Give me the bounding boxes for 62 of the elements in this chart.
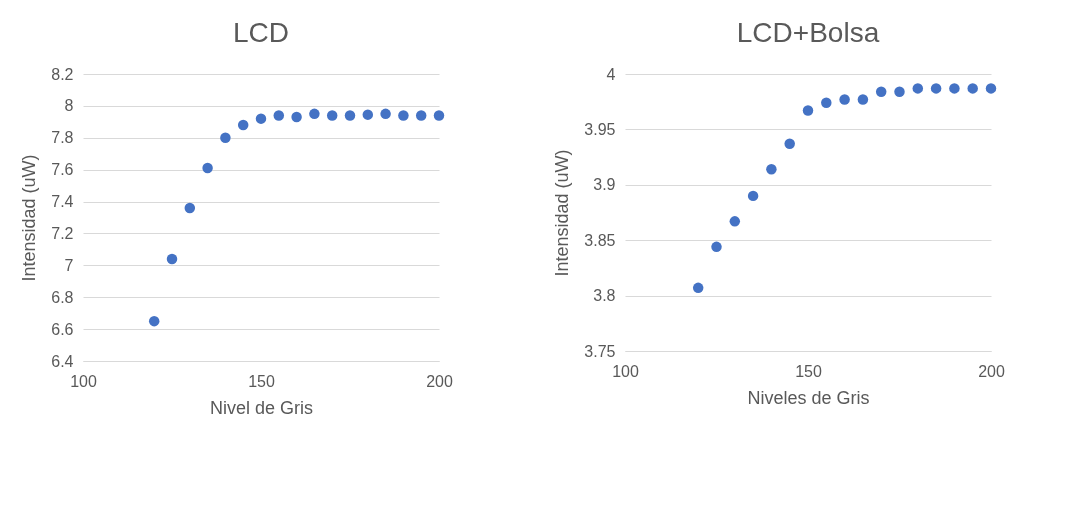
y-tick-label: 6.6 [51,320,74,338]
point [148,315,160,327]
point [692,282,704,294]
point [362,109,374,120]
point [985,83,997,94]
point [291,111,302,123]
point [344,110,356,121]
point [802,105,814,116]
point [184,202,196,214]
point [326,110,338,121]
x-tick-label: 100 [70,372,97,390]
point [255,113,267,124]
point [875,86,887,97]
y-tick-label: 6.8 [51,288,74,306]
chart-title: LCD [232,17,290,48]
point [729,216,741,227]
y-axis-title: Intensidad (uW) [19,154,40,282]
point [433,110,445,121]
x-tick-label: 150 [795,362,822,380]
x-axis-title: Nivel de Gris [209,397,314,418]
point [166,253,178,265]
point [821,97,832,109]
chart-title: LCD+Bolsa [736,17,880,48]
y-tick-label: 7.4 [51,193,74,211]
point [766,164,777,175]
point [237,119,249,131]
point [398,110,409,121]
y-tick-label: 7.2 [51,224,74,242]
point [202,162,213,174]
point [309,108,320,120]
y-tick-label: 3.75 [584,342,616,360]
y-tick-label: 7.6 [51,161,74,179]
point [220,132,231,144]
x-tick-label: 150 [248,372,275,390]
point [894,86,905,97]
point [784,138,795,150]
y-tick-label: 8 [64,97,74,115]
y-tick-label: 3.85 [584,231,616,249]
point [415,110,427,121]
point [711,241,722,253]
point [747,190,759,202]
point [839,94,850,105]
y-tick-label: 3.9 [593,176,616,194]
y-tick-label: 6.4 [51,352,74,370]
x-axis-title: Niveles de Gris [747,387,870,408]
y-tick-label: 7.8 [51,129,74,147]
x-tick-label: 200 [978,362,1005,380]
point [273,110,285,121]
y-axis-title: Intensidad (uW) [552,149,573,277]
point [857,94,869,105]
point [380,108,391,120]
point [930,83,942,94]
x-tick-label: 100 [612,362,639,380]
point [949,83,960,94]
y-tick-label: 4 [606,65,616,83]
y-tick-label: 3.8 [593,287,616,305]
y-tick-label: 8.2 [51,65,74,83]
point [912,83,924,94]
y-tick-label: 7 [64,256,74,274]
point [967,83,978,94]
x-tick-label: 200 [426,372,453,390]
y-tick-label: 3.95 [584,120,616,138]
